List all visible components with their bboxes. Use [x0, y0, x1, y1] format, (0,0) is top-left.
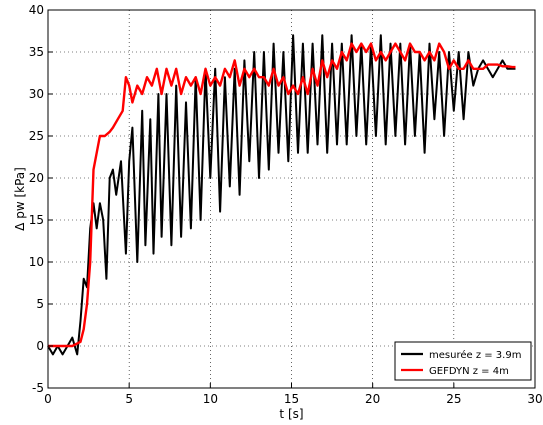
- x-tick-label: 25: [446, 392, 461, 406]
- y-tick-label: 30: [29, 87, 44, 101]
- y-tick-label: 15: [29, 213, 44, 227]
- y-axis-label: Δ pw [kPa]: [13, 167, 27, 231]
- legend-label-gefdyn: GEFDYN z = 4m: [429, 366, 509, 377]
- y-tick-label: 40: [29, 3, 44, 17]
- x-tick-label: 5: [125, 392, 133, 406]
- series-line-gefdyn: [48, 42, 516, 348]
- y-tick-label: 35: [29, 45, 44, 59]
- series-lines: [47, 34, 516, 356]
- x-tick-label: 20: [365, 392, 380, 406]
- y-tick-label: 25: [29, 129, 44, 143]
- legend: mesurée z = 3.9m GEFDYN z = 4m: [394, 341, 532, 381]
- x-tick-label: 0: [44, 392, 52, 406]
- series-line-mesuree: [47, 34, 516, 356]
- x-axis-label: t [s]: [279, 407, 303, 421]
- x-tick-label: 10: [203, 392, 218, 406]
- legend-label-mesuree: mesurée z = 3.9m: [429, 349, 521, 361]
- y-tick-label: 0: [36, 339, 44, 353]
- legend-box: [394, 341, 532, 381]
- y-tick-label: 5: [36, 297, 44, 311]
- x-tick-label: 30: [527, 392, 542, 406]
- y-tick-label: -5: [32, 381, 44, 395]
- y-tick-label: 20: [29, 171, 44, 185]
- y-tick-label: 10: [29, 255, 44, 269]
- x-tick-label: 15: [284, 392, 299, 406]
